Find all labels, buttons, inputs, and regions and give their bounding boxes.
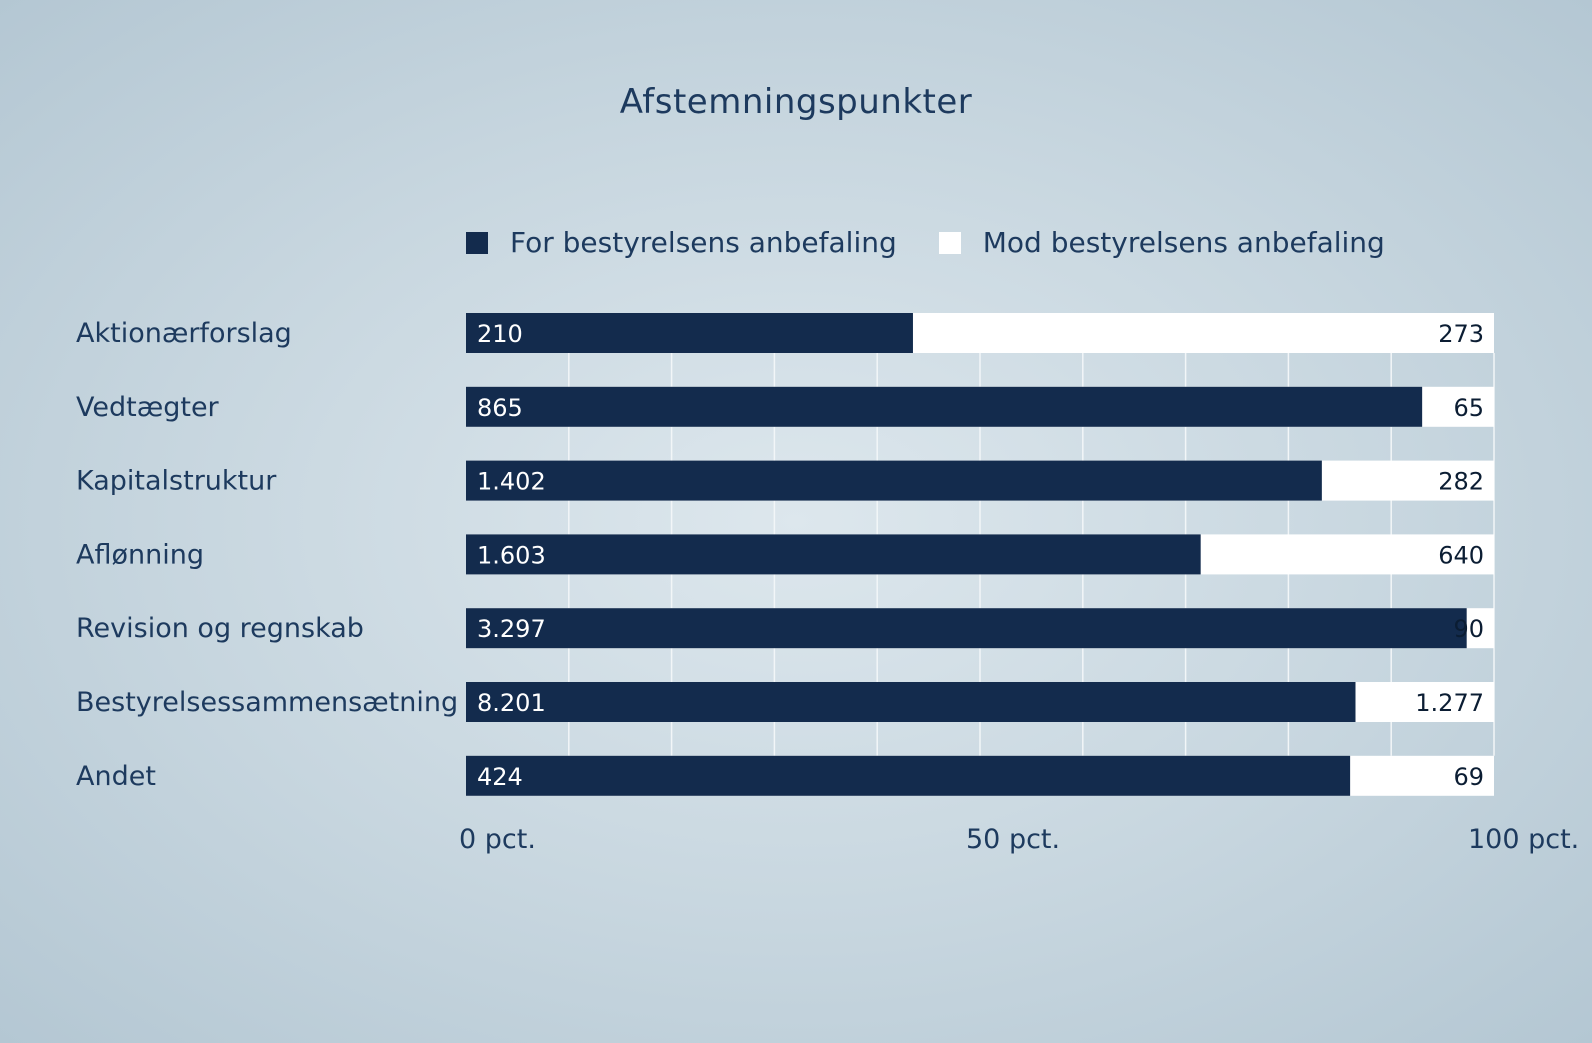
value-label-mod: 65 [1453, 394, 1484, 422]
value-label-mod: 273 [1438, 320, 1484, 348]
value-label-for: 424 [477, 763, 523, 791]
legend-item-for: For bestyrelsens anbefaling [466, 226, 897, 259]
value-label-for: 865 [477, 394, 523, 422]
category-label: Aflønning [76, 539, 204, 570]
legend-swatch-for [466, 231, 488, 254]
value-label-mod: 1.277 [1415, 689, 1484, 717]
x-tick-label: 0 pct. [459, 824, 536, 855]
bar-for [466, 682, 1356, 722]
value-label-mod: 282 [1438, 468, 1484, 496]
bar-for [466, 386, 1423, 427]
value-label-for: 3.297 [477, 615, 546, 643]
category-label: Andet [76, 761, 156, 792]
value-label-for: 210 [477, 320, 523, 348]
value-label-mod: 640 [1438, 541, 1484, 569]
category-label: Kapitalstruktur [76, 466, 277, 497]
category-label: Aktionærforslag [76, 318, 292, 349]
bar-for [466, 460, 1322, 501]
chart-title: Afstemningspunkter [619, 82, 973, 122]
legend-label-for: For bestyrelsens anbefaling [510, 226, 897, 259]
value-label-for: 8.201 [477, 689, 546, 717]
x-tick-label: 50 pct. [966, 824, 1060, 855]
legend-label-mod: Mod bestyrelsens anbefaling [982, 226, 1385, 259]
bar-for [466, 608, 1467, 649]
value-label-for: 1.402 [477, 468, 546, 496]
legend-swatch-mod [938, 231, 961, 254]
category-label: Revision og regnskab [76, 613, 364, 644]
value-label-for: 1.603 [477, 541, 546, 569]
legend: For bestyrelsens anbefaling Mod bestyrel… [466, 226, 1427, 259]
category-label: Vedtægter [76, 392, 220, 423]
bar-for [466, 755, 1351, 796]
bar-for [466, 313, 913, 353]
value-label-mod: 90 [1453, 615, 1484, 643]
category-label: Bestyrelsessammensætning [76, 687, 458, 718]
value-label-mod: 69 [1453, 763, 1484, 791]
x-tick-label: 100 pct. [1468, 824, 1579, 855]
legend-item-mod: Mod bestyrelsens anbefaling [938, 226, 1385, 259]
bar-for [466, 534, 1201, 575]
